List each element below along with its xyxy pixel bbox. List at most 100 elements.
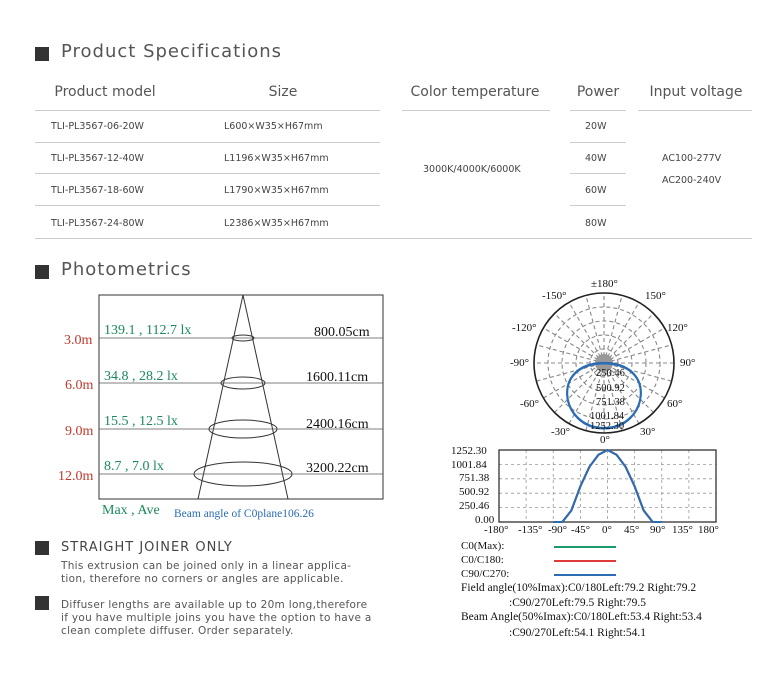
polar-angle-label: 30° <box>640 426 656 438</box>
beam-diameter: 1600.11cm <box>306 370 369 385</box>
lux-value: 139.1 , 112.7 lx <box>104 323 192 338</box>
distance-label: 9.0m <box>65 424 94 439</box>
distance-label: 3.0m <box>64 333 93 348</box>
legend-swatch-c0c180 <box>554 560 616 562</box>
col-header-voltage: Input voltage <box>649 84 743 100</box>
table-row-model: TLI-PL3567-24-80W <box>51 218 144 229</box>
row-divider <box>35 173 380 174</box>
y-tick-label: 751.38 <box>459 472 490 484</box>
polar-angle-label: -30° <box>551 426 571 438</box>
section-marker <box>35 47 49 61</box>
table-row-size: L600×W35×H67mm <box>224 121 323 132</box>
legend-label-c0c180: C0/C180: <box>461 554 504 566</box>
series-line-2 <box>553 449 662 523</box>
polar-spoke <box>554 313 654 413</box>
polar-angle-label: -60° <box>520 398 540 410</box>
specs-title: Product Specifications <box>61 41 283 62</box>
beam-diameter: 3200.22cm <box>306 461 369 476</box>
legend-swatch-c90c270 <box>554 574 616 576</box>
table-row-size: L2386×W35×H67mm <box>224 218 329 229</box>
header-divider <box>570 110 626 111</box>
table-bottom-border <box>35 238 752 239</box>
x-tick-label: -135° <box>518 524 543 536</box>
voltage-value-2: AC200-240V <box>662 175 722 186</box>
intensity-curve-chart <box>446 444 746 539</box>
polar-intensity-diagram <box>533 292 675 434</box>
legend-swatch-c0max <box>554 546 616 548</box>
table-row-power: 40W <box>585 153 607 164</box>
table-row-power: 20W <box>585 121 607 132</box>
polar-ring-value: 1001.84 <box>590 411 625 422</box>
header-divider <box>35 110 380 111</box>
beam-diameter: 800.05cm <box>314 325 370 340</box>
distance-label: 12.0m <box>58 469 94 484</box>
polar-spoke <box>554 313 654 413</box>
table-row-power: 80W <box>585 218 607 229</box>
polar-angle-label: 90° <box>680 357 696 369</box>
beam-diameter: 2400.16cm <box>306 417 369 432</box>
legend-label-c0max: C0(Max): <box>461 540 505 552</box>
polar-angle-label: -120° <box>512 322 537 334</box>
polar-angle-label: -150° <box>542 290 567 302</box>
distance-label: 6.0m <box>65 378 94 393</box>
table-row-power: 60W <box>585 185 607 196</box>
y-tick-label: 0.00 <box>475 514 495 526</box>
col-header-size: Size <box>268 84 298 100</box>
beam-angle-label: Beam angle of C0plane106.26 <box>174 508 314 520</box>
joiner-title: STRAIGHT JOINER ONLY <box>61 540 233 555</box>
lux-value: 8.7 , 7.0 lx <box>104 459 164 474</box>
legend-label-c90c270: C90/C270: <box>461 568 510 580</box>
light-cone-diagram <box>98 294 384 500</box>
max-ave-label: Max , Ave <box>102 503 160 518</box>
header-divider <box>402 110 550 111</box>
polar-ring-value: 250.46 <box>596 368 625 379</box>
photometrics-title: Photometrics <box>61 259 192 280</box>
row-divider <box>35 142 380 143</box>
x-tick-label: 90° <box>650 524 666 536</box>
field-angle-line-2: :C90/270Left:79.5 Right:79.5 <box>509 597 647 609</box>
x-tick-label: 135° <box>672 524 693 536</box>
y-tick-label: 500.92 <box>459 486 490 498</box>
polar-ring-value: 1252.30 <box>590 421 625 432</box>
field-angle-line-1: Field angle(10%Imax):C0/180Left:79.2 Rig… <box>461 582 697 594</box>
x-tick-label: -45° <box>571 524 591 536</box>
row-divider <box>570 173 626 174</box>
section-marker <box>35 265 49 279</box>
y-tick-label: 1001.84 <box>451 459 487 471</box>
polar-angle-label: 0° <box>600 434 610 446</box>
x-tick-label: -90° <box>548 524 568 536</box>
polar-ring-value: 500.92 <box>596 383 625 394</box>
beam-angle-line-1: Beam Angle(50%Imax):C0/180Left:53.4 Righ… <box>461 611 702 623</box>
table-row-model: TLI-PL3567-06-20W <box>51 121 144 132</box>
row-divider <box>570 205 626 206</box>
row-divider <box>570 142 626 143</box>
table-row-size: L1196×W35×H67mm <box>224 153 329 164</box>
joiner-text-line: tion, therefore no corners or angles are… <box>61 573 344 585</box>
color-temperature-value: 3000K/4000K/6000K <box>423 164 521 175</box>
lux-value: 34.8 , 28.2 lx <box>104 369 178 384</box>
header-divider <box>638 110 752 111</box>
x-tick-label: -180° <box>484 524 509 536</box>
polar-ring-value: 751.38 <box>596 397 625 408</box>
col-header-color-temp: Color temperature <box>410 84 540 100</box>
diffuser-text-line: if you have multiple joins you have the … <box>61 612 372 624</box>
beam-angle-line-2: :C90/270Left:54.1 Right:54.1 <box>509 627 647 639</box>
x-tick-label: 0° <box>602 524 612 536</box>
x-tick-label: 45° <box>624 524 640 536</box>
table-row-size: L1790×W35×H67mm <box>224 185 329 196</box>
polar-angle-label: ±180° <box>591 278 618 290</box>
section-marker <box>35 596 49 610</box>
diffuser-text-line: Diffuser lengths are available up to 20m… <box>61 599 368 611</box>
y-tick-label: 250.46 <box>459 500 490 512</box>
table-row-model: TLI-PL3567-18-60W <box>51 185 144 196</box>
y-tick-label: 1252.30 <box>451 445 487 457</box>
col-header-model: Product model <box>54 84 156 100</box>
section-marker <box>35 541 49 555</box>
x-tick-label: 180° <box>698 524 719 536</box>
col-header-power: Power <box>576 84 620 100</box>
polar-angle-label: 150° <box>645 290 666 302</box>
row-divider <box>35 205 380 206</box>
polar-angle-label: 120° <box>667 322 688 334</box>
table-row-model: TLI-PL3567-12-40W <box>51 153 144 164</box>
polar-angle-label: -90° <box>510 357 530 369</box>
